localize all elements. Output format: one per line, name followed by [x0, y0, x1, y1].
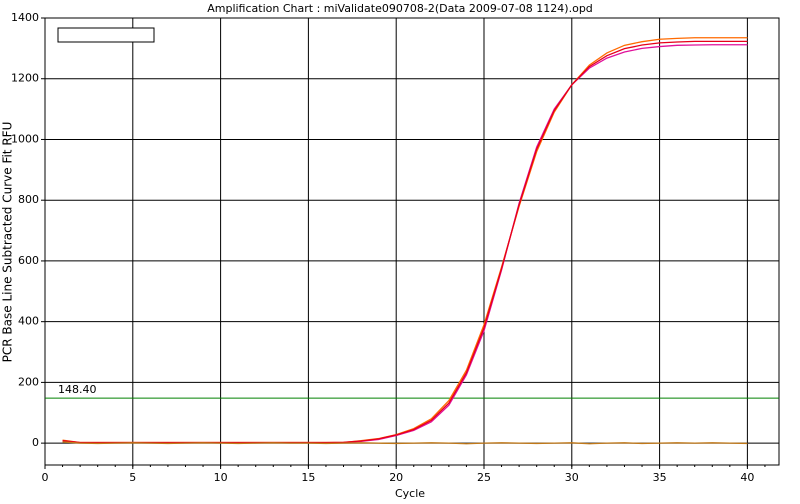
- y-axis-label: PCR Base Line Subtracted Curve Fit RFU: [1, 122, 15, 363]
- y-tick-label: 1200: [11, 72, 39, 85]
- y-tick-label: 600: [18, 254, 39, 267]
- threshold-label: 148.40: [58, 383, 97, 396]
- y-tick-label: 400: [18, 315, 39, 328]
- y-tick-label: 1000: [11, 132, 39, 145]
- y-tick-label: 0: [32, 436, 39, 449]
- legend-box: [57, 27, 155, 43]
- y-tick-label: 1400: [11, 11, 39, 24]
- plot-area: [44, 17, 780, 466]
- x-tick-label: 15: [301, 471, 315, 484]
- x-tick-label: 25: [477, 471, 491, 484]
- x-tick-label: 0: [42, 471, 49, 484]
- x-tick-label: 40: [740, 471, 754, 484]
- x-tick-label: 20: [389, 471, 403, 484]
- y-tick-label: 200: [18, 375, 39, 388]
- data-line: [62, 40, 748, 444]
- x-tick-label: 10: [214, 471, 228, 484]
- y-tick-label: 800: [18, 193, 39, 206]
- x-tick-label: 5: [129, 471, 136, 484]
- data-line: [62, 441, 748, 445]
- x-tick-label: 35: [653, 471, 667, 484]
- x-axis-label: Cycle: [395, 487, 425, 500]
- chart-title: Amplification Chart : miValidate090708-2…: [207, 2, 593, 15]
- x-tick-label: 30: [565, 471, 579, 484]
